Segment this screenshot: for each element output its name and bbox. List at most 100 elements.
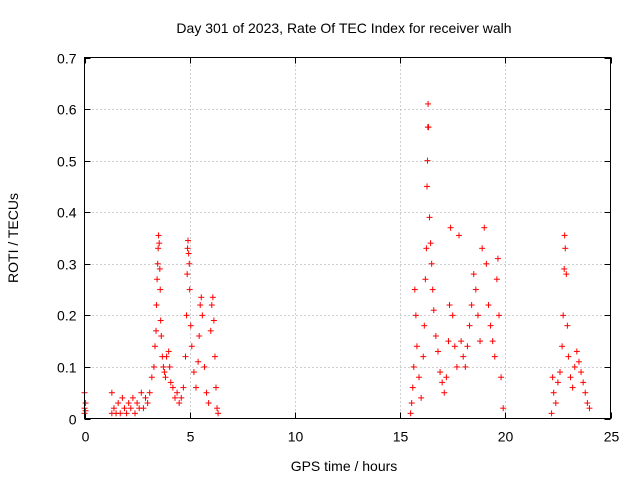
data-point	[494, 255, 501, 262]
data-point	[165, 348, 172, 355]
x-tick-label: 10	[288, 429, 304, 445]
data-point	[156, 240, 163, 247]
y-tick-label: 0.4	[57, 205, 77, 221]
data-point	[439, 379, 446, 386]
data-point	[495, 312, 502, 319]
data-point	[209, 294, 216, 301]
data-point	[472, 286, 479, 293]
data-point	[205, 400, 212, 407]
data-point	[418, 394, 425, 401]
data-point	[487, 322, 494, 329]
data-point	[470, 271, 477, 278]
data-point	[437, 369, 444, 376]
data-point	[117, 410, 124, 417]
data-point	[441, 389, 448, 396]
data-point	[445, 338, 452, 345]
data-point	[210, 317, 217, 324]
data-point	[169, 384, 176, 391]
data-point	[154, 260, 161, 267]
data-point	[563, 271, 570, 278]
data-point	[140, 405, 147, 412]
data-point	[421, 322, 428, 329]
data-point	[188, 343, 195, 350]
data-point	[134, 400, 141, 407]
data-point	[193, 384, 200, 391]
y-tick-label: 0.6	[57, 102, 77, 118]
data-point	[167, 379, 174, 386]
data-point	[578, 369, 585, 376]
data-point	[426, 214, 433, 221]
data-point	[190, 369, 197, 376]
data-point	[146, 389, 153, 396]
x-tick-label: 25	[604, 429, 620, 445]
data-point	[185, 237, 192, 244]
y-tick-label: 0.3	[57, 257, 77, 273]
data-point	[110, 405, 117, 412]
y-tick-label: 0.5	[57, 154, 77, 170]
data-point	[425, 124, 432, 131]
data-point	[451, 343, 458, 350]
data-point	[411, 286, 418, 293]
data-point	[443, 374, 450, 381]
data-point	[150, 363, 157, 370]
data-point	[423, 245, 430, 252]
data-point	[148, 374, 155, 381]
data-point	[410, 363, 417, 370]
data-point	[491, 353, 498, 360]
x-tick-label: 0	[82, 429, 90, 445]
data-point	[569, 384, 576, 391]
data-point	[493, 276, 500, 283]
data-point	[552, 400, 559, 407]
data-point	[203, 389, 210, 396]
data-point	[483, 260, 490, 267]
data-point	[548, 410, 555, 417]
data-point	[186, 260, 193, 267]
data-point	[163, 353, 170, 360]
data-point	[561, 265, 568, 272]
data-point	[207, 327, 214, 334]
data-point	[201, 363, 208, 370]
data-points	[81, 100, 593, 417]
data-point	[166, 363, 173, 370]
data-point	[127, 405, 134, 412]
data-point	[158, 332, 165, 339]
data-point	[462, 363, 469, 370]
data-point	[474, 312, 481, 319]
data-point	[157, 286, 164, 293]
data-point	[430, 307, 437, 314]
data-point	[466, 322, 473, 329]
data-point	[180, 384, 187, 391]
data-point	[582, 389, 589, 396]
data-point	[557, 369, 564, 376]
data-point	[580, 379, 587, 386]
data-point	[453, 363, 460, 370]
data-point	[151, 343, 158, 350]
data-point	[447, 224, 454, 231]
data-point	[412, 312, 419, 319]
data-point	[144, 400, 151, 407]
data-point	[115, 400, 122, 407]
data-point	[560, 312, 567, 319]
data-point	[142, 394, 149, 401]
data-point	[479, 245, 486, 252]
data-point	[183, 312, 190, 319]
data-point	[564, 322, 571, 329]
data-point	[432, 332, 439, 339]
data-point	[550, 389, 557, 396]
data-point	[420, 353, 427, 360]
data-point	[481, 224, 488, 231]
data-point	[584, 400, 591, 407]
data-point	[155, 232, 162, 239]
data-point	[567, 374, 574, 381]
data-point	[160, 363, 167, 370]
plot-frame	[84, 57, 611, 419]
data-point	[424, 183, 431, 190]
data-point	[427, 240, 434, 247]
data-point	[416, 374, 423, 381]
data-point	[573, 348, 580, 355]
data-point	[82, 400, 89, 407]
data-point	[561, 232, 568, 239]
data-point	[449, 312, 456, 319]
data-point	[458, 338, 465, 345]
data-point	[138, 389, 145, 396]
